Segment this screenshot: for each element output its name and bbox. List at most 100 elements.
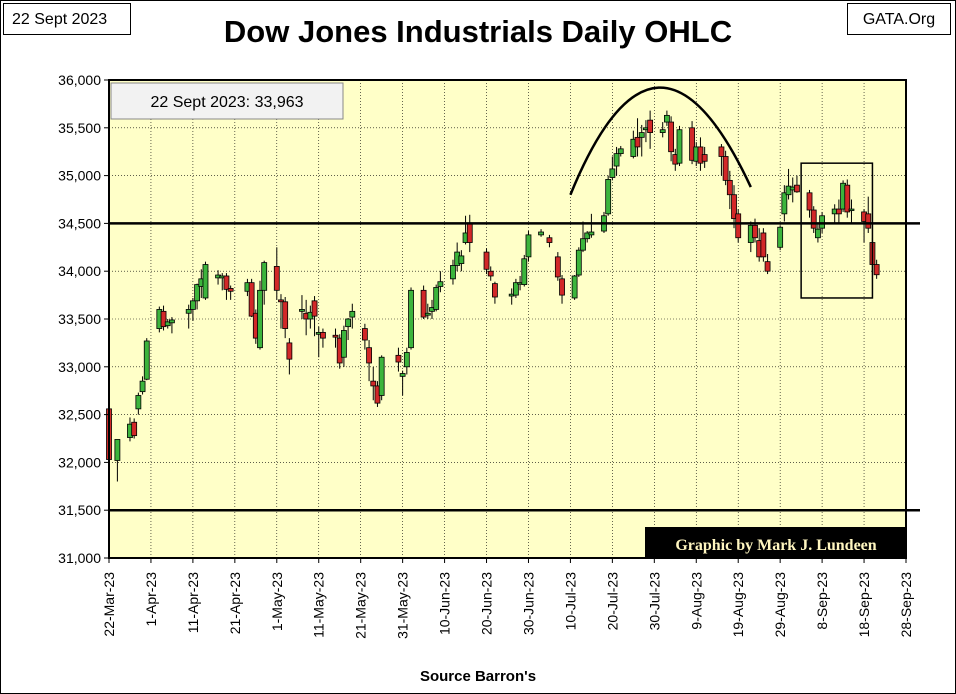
candle-body bbox=[185, 309, 192, 314]
candle-body bbox=[492, 283, 498, 298]
candle-up bbox=[848, 199, 855, 224]
candle-up bbox=[189, 297, 196, 321]
candle-up bbox=[345, 318, 352, 341]
x-tick-label: 22-Mar-23 bbox=[101, 572, 117, 637]
candle-up bbox=[139, 376, 146, 395]
candle-down bbox=[689, 121, 695, 165]
candle-down bbox=[647, 110, 654, 149]
candle-body bbox=[345, 318, 352, 328]
candle-body bbox=[299, 309, 305, 312]
candle-body bbox=[403, 352, 410, 368]
candle-body bbox=[487, 270, 494, 277]
candle-up bbox=[815, 223, 821, 243]
candle-down bbox=[844, 179, 851, 218]
y-tick-label: 32,500 bbox=[58, 407, 101, 423]
candle-body bbox=[819, 215, 826, 229]
candle-body bbox=[189, 300, 196, 310]
candle-up bbox=[257, 280, 263, 350]
candle-up bbox=[777, 225, 784, 251]
candle-body bbox=[664, 114, 670, 123]
x-tick-label: 28-Sep-23 bbox=[898, 572, 914, 638]
candle-down bbox=[160, 305, 167, 331]
candle-up bbox=[202, 261, 209, 300]
candle-body bbox=[420, 289, 427, 318]
plot-area bbox=[109, 80, 906, 558]
candle-body bbox=[701, 154, 708, 162]
candle-up bbox=[613, 146, 620, 176]
candle-body bbox=[718, 146, 725, 157]
candle-up bbox=[630, 130, 637, 159]
candle-body bbox=[395, 354, 402, 363]
candle-up bbox=[143, 338, 150, 381]
candle-down bbox=[810, 206, 817, 233]
candle-body bbox=[794, 184, 800, 193]
x-tick-label: 20-Jul-23 bbox=[604, 572, 620, 631]
candle-down bbox=[311, 296, 318, 337]
candle-up bbox=[781, 185, 788, 222]
september-highlight-box bbox=[800, 162, 874, 299]
candle-body bbox=[777, 226, 784, 248]
candle-up bbox=[378, 355, 385, 401]
candle-up bbox=[659, 122, 666, 138]
y-tick-label: 35,000 bbox=[58, 168, 101, 184]
candle-down bbox=[492, 281, 498, 304]
candle-body bbox=[223, 275, 230, 290]
candle-up bbox=[164, 319, 171, 329]
y-tick-label: 35,500 bbox=[58, 120, 101, 136]
candle-down bbox=[546, 234, 553, 248]
candle-down bbox=[701, 146, 708, 168]
candle-body bbox=[466, 222, 473, 243]
candle-body bbox=[227, 288, 234, 292]
candle-up bbox=[169, 317, 175, 334]
candle-up bbox=[399, 370, 406, 396]
candle-body bbox=[437, 281, 444, 287]
credit-box bbox=[645, 527, 907, 559]
candle-up bbox=[525, 231, 532, 262]
x-tick-label: 8-Sep-23 bbox=[814, 572, 830, 630]
candle-body bbox=[399, 373, 406, 377]
candle-body bbox=[164, 321, 171, 327]
candle-body bbox=[361, 328, 368, 341]
y-tick-label: 34,500 bbox=[58, 215, 101, 231]
y-tick-label: 33,500 bbox=[58, 311, 101, 327]
candle-up bbox=[521, 254, 528, 287]
candle-down bbox=[668, 116, 674, 162]
candle-down bbox=[483, 248, 490, 275]
candle-up bbox=[605, 175, 612, 216]
candle-down bbox=[764, 253, 771, 275]
candle-down bbox=[634, 118, 641, 157]
date-tag: 22 Sept 2023 bbox=[3, 3, 131, 35]
candle-body bbox=[135, 395, 142, 410]
x-tick-label: 29-Aug-23 bbox=[772, 572, 788, 638]
candle-down bbox=[554, 252, 561, 281]
x-tick-label: 10-Jun-23 bbox=[437, 572, 453, 635]
candle-body bbox=[261, 262, 268, 291]
candle-up bbox=[194, 283, 200, 310]
candle-body bbox=[668, 121, 674, 153]
candle-up bbox=[664, 110, 670, 126]
candle-up bbox=[114, 439, 121, 482]
candle-body bbox=[546, 237, 553, 243]
candle-down bbox=[223, 273, 230, 300]
candle-down bbox=[131, 418, 138, 439]
candle-down bbox=[366, 340, 372, 382]
candle-up bbox=[135, 392, 142, 415]
candle-body bbox=[726, 179, 733, 196]
candle-down bbox=[420, 285, 427, 319]
candle-down bbox=[760, 228, 767, 262]
candle-body bbox=[273, 266, 280, 291]
y-tick-label: 32,000 bbox=[58, 454, 101, 470]
candle-body bbox=[282, 301, 289, 329]
x-tick-label: 10-Jul-23 bbox=[562, 572, 578, 631]
candle-body bbox=[286, 342, 293, 360]
candle-body bbox=[408, 289, 414, 349]
candle-body bbox=[806, 192, 813, 211]
candle-down bbox=[370, 366, 377, 401]
candle-up bbox=[450, 259, 456, 285]
y-tick-label: 33,000 bbox=[58, 359, 101, 375]
candle-body bbox=[764, 261, 771, 272]
candle-down bbox=[320, 328, 326, 348]
y-tick-label: 31,000 bbox=[58, 550, 101, 566]
candle-body bbox=[143, 340, 150, 380]
